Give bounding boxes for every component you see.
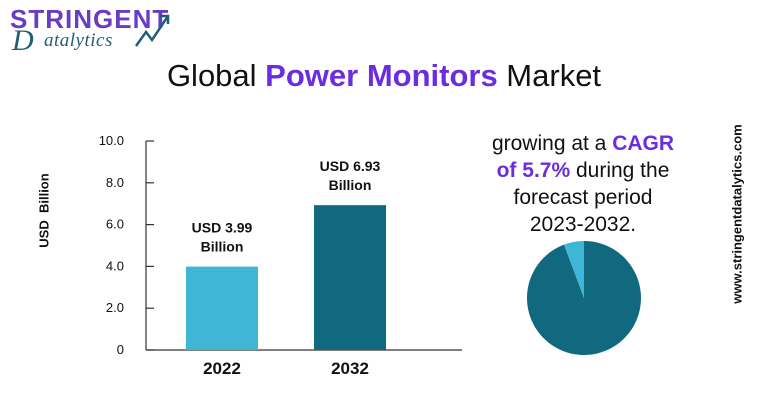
title-accent: Power Monitors	[265, 58, 498, 93]
cagr-rate: of 5.7%	[496, 159, 571, 182]
bar-2032	[314, 205, 386, 350]
cagr-statement: growing at a CAGR of 5.7% during the for…	[478, 130, 688, 238]
trend-arrow-icon	[134, 14, 170, 47]
title-prefix: Global	[166, 58, 266, 93]
y-tick-label: 4.0	[106, 258, 124, 273]
title-suffix: Market	[497, 58, 602, 93]
cagr-line-2-text: during the	[570, 159, 670, 182]
x-category-label: 2032	[331, 359, 369, 378]
page-title: Global Power Monitors Market	[0, 58, 768, 94]
y-tick-label: 0	[117, 342, 124, 357]
bar-value-label: USD 6.93	[320, 158, 381, 174]
bar-value-label: USD 3.99	[192, 220, 253, 236]
cagr-line-2: of 5.7% during the	[478, 157, 688, 184]
logo-initial: D	[12, 24, 34, 57]
cagr-line-1-text: growing at a	[491, 132, 613, 155]
bar-value-label: Billion	[329, 177, 372, 193]
y-tick-label: 6.0	[106, 217, 124, 232]
cagr-highlight: CAGR	[612, 132, 675, 155]
cagr-pie-chart	[527, 241, 641, 355]
y-tick-label: 2.0	[106, 300, 124, 315]
bar-value-label: Billion	[201, 239, 244, 255]
y-tick-label: 8.0	[106, 175, 124, 190]
cagr-line-4: 2023-2032.	[529, 213, 637, 236]
x-category-label: 2022	[203, 359, 241, 378]
pie-slice-1	[564, 241, 584, 298]
y-tick-label: 10.0	[99, 133, 124, 148]
website-url: www.stringentdatalytics.com	[729, 124, 745, 304]
bar-chart: 0 2.0 4.0 6.0 8.0 10.0 USD 3.99 Billion 2022 USD …	[99, 133, 462, 378]
brand-logo: STRINGENT D atalytics	[6, 4, 176, 57]
bar-2022	[186, 266, 258, 350]
logo-wordmark: STRINGENT	[10, 4, 170, 34]
cagr-line-3: forecast period	[513, 186, 653, 209]
cagr-line-1: growing at a CAGR	[478, 130, 688, 157]
logo-subtext: atalytics	[44, 30, 113, 51]
